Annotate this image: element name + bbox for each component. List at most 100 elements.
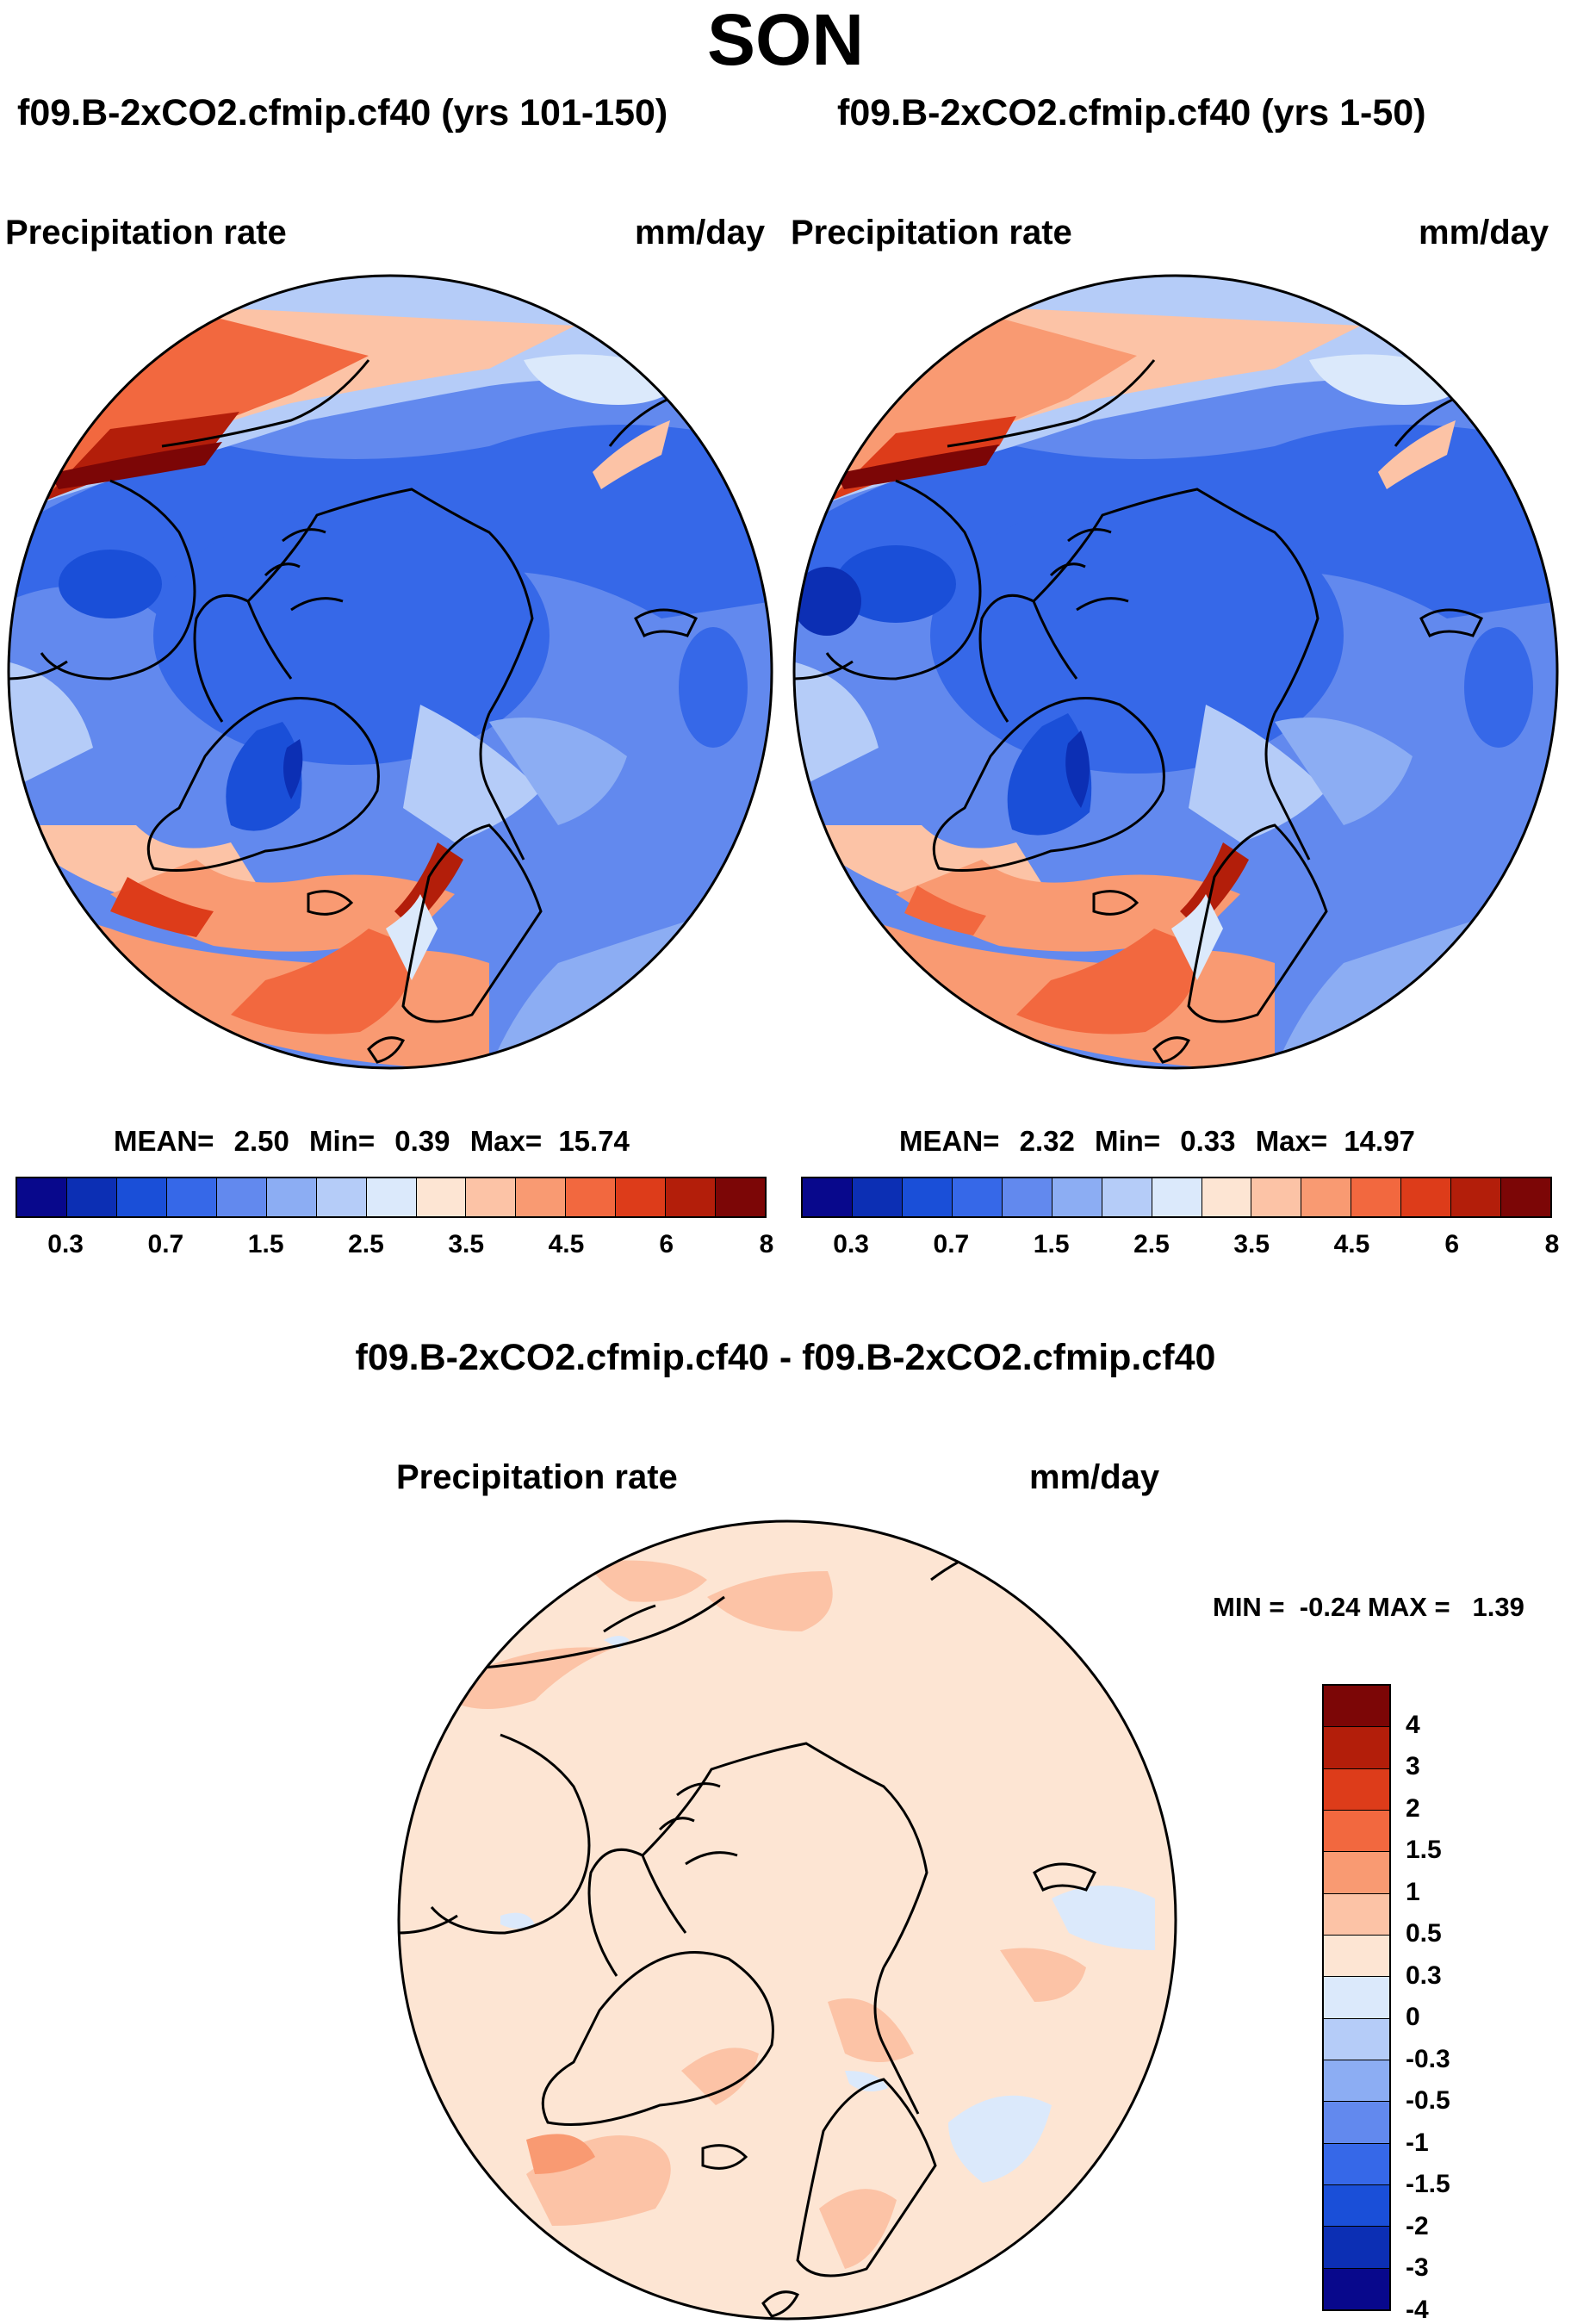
colorbar-swatch <box>566 1178 617 1216</box>
colorbar-swatch <box>716 1178 766 1216</box>
colorbar-swatch <box>1324 1893 1389 1936</box>
right-min-label: Min= <box>1095 1125 1161 1157</box>
colorbar-swatch <box>1102 1178 1152 1216</box>
difference-polar-map <box>397 1519 1177 2321</box>
colorbar-swatch <box>266 1178 317 1216</box>
left-min-label: Min= <box>309 1125 376 1157</box>
right-units-label: mm/day <box>1419 214 1549 252</box>
colorbar-swatch <box>1324 2227 1389 2269</box>
colorbar-swatch <box>1324 1686 1389 1728</box>
colorbar-swatch <box>666 1178 717 1216</box>
colorbar-swatch <box>1324 1768 1389 1811</box>
colorbar-tick-label: 0.7 <box>933 1230 970 1258</box>
diff-minmax: MIN = -0.24 MAX = 1.39 <box>1213 1592 1524 1622</box>
colorbar-tick-label: 4.5 <box>548 1230 585 1258</box>
colorbar-tick-label: 4 <box>1406 1710 1420 1739</box>
colorbar-swatch <box>1324 2018 1389 2060</box>
colorbar-swatch <box>366 1178 417 1216</box>
colorbar-swatch <box>952 1178 1003 1216</box>
colorbar-tick-label: -0.5 <box>1406 2086 1450 2116</box>
colorbar-tick-label: -0.3 <box>1406 2044 1450 2073</box>
left-polar-map <box>7 274 773 1070</box>
colorbar-swatch <box>1324 2184 1389 2228</box>
right-mean-label: MEAN= <box>899 1125 1000 1157</box>
colorbar-swatch <box>116 1178 167 1216</box>
colorbar-swatch <box>902 1178 953 1216</box>
right-max-label: Max= <box>1255 1125 1328 1157</box>
left-max-value: 15.74 <box>558 1125 630 1157</box>
colorbar-swatch <box>1324 1727 1389 1769</box>
colorbar-tick-label: 8 <box>1544 1230 1560 1258</box>
colorbar-tick-label: -4 <box>1406 2296 1429 2324</box>
left-colorbar <box>16 1177 767 1218</box>
colorbar-swatch <box>1052 1178 1102 1216</box>
colorbar-swatch <box>616 1178 667 1216</box>
right-polar-map <box>792 274 1559 1070</box>
colorbar-swatch <box>1202 1178 1252 1216</box>
colorbar-swatch <box>1451 1178 1502 1216</box>
right-mean-value: 2.32 <box>1019 1125 1075 1157</box>
right-stats: MEAN= 2.32 Min= 0.33 Max= 14.97 <box>899 1127 1415 1155</box>
colorbar-tick-label: 4.5 <box>1333 1230 1370 1258</box>
colorbar-swatch <box>1324 2102 1389 2144</box>
left-case-title: f09.B-2xCO2.cfmip.cf40 (yrs 101-150) <box>17 92 668 134</box>
colorbar-swatch <box>1401 1178 1452 1216</box>
colorbar-tick-label: 1.5 <box>1406 1836 1442 1865</box>
colorbar-swatch <box>316 1178 367 1216</box>
left-mean-value: 2.50 <box>233 1125 289 1157</box>
colorbar-tick-label: 8 <box>759 1230 774 1258</box>
colorbar-tick-label: 3.5 <box>1233 1230 1270 1258</box>
colorbar-tick-label: 0 <box>1406 2003 1420 2032</box>
left-mean-label: MEAN= <box>114 1125 214 1157</box>
colorbar-tick-label: 0.5 <box>1406 1919 1442 1948</box>
colorbar-tick-label: 0.3 <box>1406 1960 1442 1990</box>
colorbar-swatch <box>1324 2268 1389 2309</box>
left-variable-label: Precipitation rate <box>5 214 287 252</box>
colorbar-tick-label: 0.3 <box>47 1230 84 1258</box>
colorbar-tick-label: -1 <box>1406 2128 1429 2157</box>
left-units-label: mm/day <box>635 214 766 252</box>
colorbar-tick-label: 6 <box>1444 1230 1460 1258</box>
colorbar-swatch <box>1152 1178 1202 1216</box>
colorbar-tick-label: 0.3 <box>833 1230 869 1258</box>
left-stats: MEAN= 2.50 Min= 0.39 Max= 15.74 <box>114 1127 630 1155</box>
colorbar-tick-label: 6 <box>659 1230 674 1258</box>
colorbar-swatch <box>1301 1178 1352 1216</box>
colorbar-swatch <box>1324 2143 1389 2185</box>
colorbar-swatch <box>852 1178 903 1216</box>
right-case-title: f09.B-2xCO2.cfmip.cf40 (yrs 1-50) <box>837 92 1426 134</box>
colorbar-tick-label: 0.7 <box>147 1230 184 1258</box>
colorbar-swatch <box>466 1178 517 1216</box>
colorbar-swatch <box>216 1178 267 1216</box>
diff-colorbar <box>1322 1684 1391 2311</box>
colorbar-swatch <box>1324 1977 1389 2019</box>
colorbar-swatch <box>803 1178 853 1216</box>
diff-case-title: f09.B-2xCO2.cfmip.cf40 - f09.B-2xCO2.cfm… <box>355 1337 1216 1378</box>
colorbar-swatch <box>516 1178 567 1216</box>
right-min-value: 0.33 <box>1180 1125 1236 1157</box>
left-max-label: Max= <box>469 1125 543 1157</box>
left-min-value: 0.39 <box>394 1125 450 1157</box>
colorbar-swatch <box>1324 1935 1389 1978</box>
colorbar-swatch <box>1324 2060 1389 2103</box>
colorbar-tick-label: -3 <box>1406 2253 1429 2283</box>
colorbar-swatch <box>416 1178 467 1216</box>
colorbar-tick-label: 2 <box>1406 1793 1420 1823</box>
colorbar-tick-label: 3 <box>1406 1752 1420 1781</box>
right-max-value: 14.97 <box>1344 1125 1415 1157</box>
colorbar-tick-label: -2 <box>1406 2211 1429 2240</box>
season-title: SON <box>706 0 865 80</box>
colorbar-tick-label: 1 <box>1406 1877 1420 1906</box>
colorbar-swatch <box>1002 1178 1053 1216</box>
colorbar-tick-label: 3.5 <box>448 1230 485 1258</box>
colorbar-swatch <box>1501 1178 1551 1216</box>
colorbar-tick-label: 2.5 <box>1133 1230 1170 1258</box>
colorbar-swatch <box>17 1178 67 1216</box>
colorbar-tick-label: -1.5 <box>1406 2170 1450 2199</box>
colorbar-swatch <box>166 1178 217 1216</box>
colorbar-swatch <box>66 1178 117 1216</box>
colorbar-swatch <box>1324 1852 1389 1894</box>
diff-units-label: mm/day <box>1029 1458 1160 1496</box>
diff-variable-label: Precipitation rate <box>396 1458 678 1496</box>
colorbar-tick-label: 1.5 <box>1033 1230 1070 1258</box>
